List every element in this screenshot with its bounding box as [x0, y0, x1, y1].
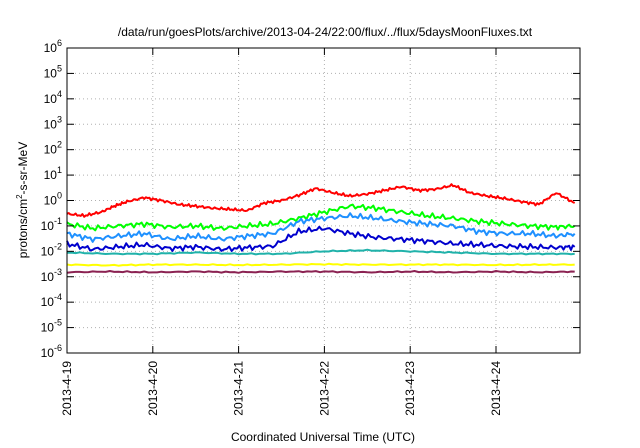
- y-tick-label: 101: [44, 165, 62, 182]
- y-tick-base: 10: [41, 295, 55, 309]
- y-tick-base: 10: [44, 41, 58, 55]
- y-tick-base: 10: [41, 346, 55, 360]
- y-tick-label: 10-4: [41, 292, 62, 309]
- y-axis-label: protons/cm2-s-sr-MeV: [15, 142, 30, 258]
- y-tick-label: 106: [44, 38, 62, 55]
- y-tick-exponent: 2: [57, 140, 62, 150]
- x-tick-label: 2013-4-23: [403, 361, 417, 416]
- series-line: [66, 225, 576, 252]
- y-tick-exponent: -2: [54, 241, 62, 251]
- y-tick-label: 105: [44, 63, 62, 80]
- y-tick-exponent: 3: [57, 114, 62, 124]
- x-tick-labels: 2013-4-19 2013-4-20 2013-4-21 2013-4-22 2013…: [60, 361, 503, 416]
- y-tick-base: 10: [41, 219, 55, 233]
- y-axis-label-sup: 2: [15, 194, 24, 199]
- y-tick-base: 10: [44, 143, 58, 157]
- grid: [67, 48, 580, 353]
- y-tick-label: 10-6: [41, 343, 62, 360]
- y-tick-base: 10: [41, 321, 55, 335]
- y-tick-exponent: 4: [57, 89, 62, 99]
- x-tick-label: 2013-4-22: [317, 361, 331, 416]
- series-line: [66, 183, 576, 218]
- y-tick-label: 10-2: [41, 241, 62, 258]
- series-line: [66, 212, 576, 243]
- y-tick-label: 10-1: [41, 216, 62, 233]
- x-tick-label: 2013-4-20: [146, 361, 160, 416]
- y-tick-exponent: 0: [57, 191, 62, 201]
- x-tick-label: 2013-4-19: [60, 361, 74, 416]
- y-tick-base: 10: [44, 168, 58, 182]
- y-tick-label: 102: [44, 140, 62, 157]
- y-tick-exponent: 1: [57, 165, 62, 175]
- x-axis-label: Coordinated Universal Time (UTC): [231, 430, 415, 444]
- y-tick-exponent: -1: [54, 216, 62, 226]
- series-line: [66, 262, 575, 267]
- series-line: [66, 248, 575, 256]
- series-line: [66, 270, 575, 274]
- y-tick-exponent: 5: [57, 63, 62, 73]
- y-tick-label: 10-5: [41, 318, 62, 335]
- y-tick-base: 10: [44, 194, 58, 208]
- y-axis-label-pre: protons/cm: [16, 199, 30, 258]
- y-tick-base: 10: [41, 270, 55, 284]
- y-tick-label: 104: [44, 89, 62, 106]
- y-tick-exponent: -3: [54, 267, 62, 277]
- y-tick-base: 10: [41, 244, 55, 258]
- series-group: [66, 183, 576, 274]
- y-tick-exponent: 6: [57, 38, 62, 48]
- y-tick-base: 10: [44, 66, 58, 80]
- ticks-group: [66, 47, 580, 354]
- y-tick-exponent: -6: [54, 343, 62, 353]
- y-tick-exponent: -4: [54, 292, 62, 302]
- series-line: [66, 203, 576, 232]
- y-tick-labels: 10-610-510-410-310-210-11001011021031041…: [41, 38, 62, 360]
- y-tick-label: 103: [44, 114, 62, 131]
- y-tick-exponent: -5: [54, 318, 62, 328]
- y-tick-base: 10: [44, 92, 58, 106]
- x-tick-label: 2013-4-24: [489, 361, 503, 416]
- y-tick-base: 10: [44, 117, 58, 131]
- y-tick-label: 100: [44, 191, 62, 208]
- x-tick-label: 2013-4-21: [232, 361, 246, 416]
- chart-title: /data/run/goesPlots/archive/2013-04-24/2…: [118, 25, 533, 39]
- y-tick-label: 10-3: [41, 267, 62, 284]
- y-axis-label-post: -s-sr-MeV: [16, 142, 30, 195]
